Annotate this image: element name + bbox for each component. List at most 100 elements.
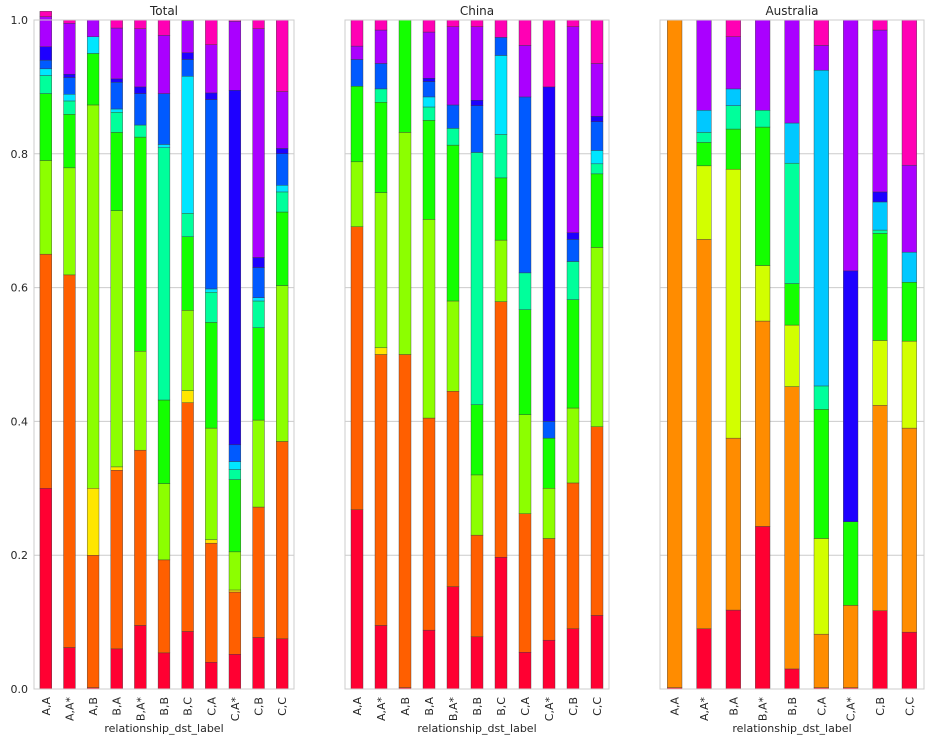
bar-segment (725, 36, 741, 90)
bar-segment (590, 426, 604, 616)
bar-segment (350, 86, 364, 163)
bar-segment (228, 21, 242, 91)
bar-segment (181, 52, 194, 60)
bar-segment (110, 210, 123, 468)
bar-segment (696, 165, 712, 240)
bar-segment (374, 19, 388, 31)
bar-segment (39, 488, 52, 690)
bar-segment (63, 23, 76, 75)
x-tick-label: B,A (423, 697, 436, 716)
bar-segment (134, 449, 147, 626)
bar-segment (157, 35, 171, 94)
bar-segment (725, 88, 741, 106)
bar-segment (276, 185, 289, 193)
bar-segment (843, 521, 859, 606)
bar-segment (157, 147, 171, 401)
x-axis-label: relationship_dst_label (732, 722, 851, 735)
bar-segment (134, 93, 147, 126)
bar-segment (446, 104, 460, 129)
bar-segment (205, 92, 218, 100)
bar-segment (205, 288, 218, 293)
x-tick-label: A,A (40, 697, 53, 716)
x-tick-label: B,A (727, 697, 740, 716)
bar-segment (446, 300, 460, 392)
bar-segment (470, 152, 484, 405)
bar-segment (39, 160, 52, 255)
bar-segment (86, 555, 100, 688)
bar-segment (374, 63, 388, 90)
bar-segment (872, 19, 888, 31)
bar-segment (276, 285, 289, 442)
x-tick-label: B,C (182, 697, 195, 716)
bar-segment (446, 26, 460, 106)
bar-segment (494, 301, 508, 558)
bar-segment (205, 322, 218, 429)
bar-segment (374, 625, 388, 690)
bar-segment (374, 29, 388, 64)
bar-segment (205, 542, 218, 663)
bar-segment (350, 45, 364, 60)
bar-segment (901, 164, 917, 253)
bar-segment (446, 19, 460, 27)
bar-segment (784, 668, 800, 690)
x-tick-label: C,B (874, 697, 887, 716)
bar-segment (422, 106, 436, 121)
bar-segment (350, 226, 364, 510)
bar-segment (813, 69, 829, 387)
x-tick-label: B,C (495, 697, 508, 716)
bar-segment (542, 437, 556, 489)
bar-segment (494, 177, 508, 241)
x-tick-label: A,B (399, 697, 412, 716)
bar-segment (350, 509, 364, 690)
bar-segment (566, 628, 580, 690)
bar-segment (86, 488, 100, 556)
bar-segment (181, 631, 194, 690)
y-tick-label: 0.4 (11, 415, 29, 428)
x-tick-label: C,B (567, 697, 580, 716)
bar-segment (872, 201, 888, 231)
bar-segment (252, 267, 265, 298)
bar-segment (813, 385, 829, 410)
bar-segment (590, 247, 604, 427)
bar-segment (422, 120, 436, 220)
bar-segment (422, 78, 436, 82)
x-tick-label: B,A* (134, 697, 147, 722)
bar-segment (872, 229, 888, 234)
bar-segment (181, 402, 194, 632)
bar-segment (374, 88, 388, 103)
bar-segment (843, 605, 859, 688)
bar-segment (470, 26, 484, 101)
bar-segment (110, 470, 123, 650)
bar-segment (542, 421, 556, 439)
bar-segment (181, 390, 194, 403)
bar-segment (470, 105, 484, 153)
bar-segment (590, 121, 604, 151)
bar-segment (566, 407, 580, 484)
bar-segment (110, 132, 123, 211)
bar-segment (228, 444, 242, 462)
bar-segment (63, 167, 76, 276)
bar-segment (518, 272, 532, 310)
bar-segment (422, 31, 436, 79)
bar-segment (696, 132, 712, 143)
bar-segment (63, 100, 76, 115)
bar-segment (755, 110, 771, 128)
bar-segment (374, 347, 388, 355)
bar-segment (696, 239, 712, 629)
bar-segment (494, 134, 508, 179)
bar-segment (518, 414, 532, 514)
bar-segment (696, 110, 712, 133)
bar-segment (39, 46, 52, 61)
x-tick-label: B,B (471, 697, 484, 716)
bar-segment (422, 81, 436, 98)
bar-segment (228, 90, 242, 446)
bar-segment (494, 239, 508, 302)
bar-segment (518, 19, 532, 46)
bar-segment (813, 633, 829, 688)
bar-segment (813, 19, 829, 46)
bar-segment (374, 192, 388, 349)
bar-segment (784, 19, 800, 124)
x-tick-label: C,C (591, 697, 604, 716)
